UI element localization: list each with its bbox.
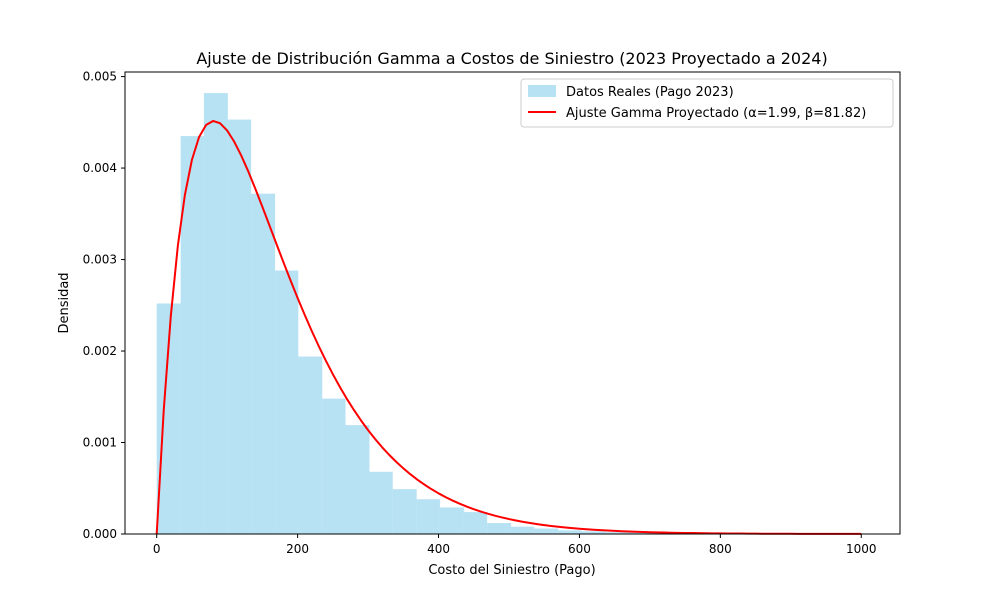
histogram-bar-1 [180, 136, 204, 534]
histogram-bar-20 [628, 532, 653, 534]
y-tick-label-3: 0.003 [83, 253, 117, 267]
x-axis-label: Costo del Siniestro (Pago) [428, 563, 595, 578]
histogram-bar-15 [511, 526, 535, 534]
histogram-bar-4 [251, 193, 276, 535]
x-tick-label-2: 400 [427, 542, 450, 556]
histogram-bar-7 [322, 398, 346, 534]
y-tick-label-0: 0.000 [83, 527, 117, 541]
y-tick-label-1: 0.001 [83, 436, 117, 450]
legend-swatch-histogram [528, 85, 556, 97]
plot-frame [124, 71, 901, 535]
chart-title: Ajuste de Distribución Gamma a Costos de… [196, 49, 827, 68]
x-axis-ticks: 0 200 400 600 800 1000 [153, 534, 877, 556]
histogram-bar-10 [392, 489, 417, 534]
histogram-bar-17 [558, 530, 582, 534]
histogram-bar-13 [463, 512, 488, 534]
histogram-bar-3 [227, 119, 252, 535]
legend-box [520, 78, 894, 128]
x-tick-label-5: 1000 [846, 542, 877, 556]
x-tick-label-4: 800 [709, 542, 732, 556]
histogram-bar-12 [439, 507, 464, 534]
histogram-bar-14 [487, 523, 512, 534]
x-tick-label-0: 0 [153, 542, 161, 556]
histogram-bars [156, 93, 771, 535]
histogram-bar-2 [203, 93, 228, 534]
y-tick-label-5: 0.005 [83, 70, 117, 84]
histogram-bar-8 [345, 425, 370, 534]
y-axis-ticks: 0.000 0.001 0.002 0.003 0.004 0.005 [83, 70, 125, 541]
histogram-bar-9 [369, 471, 393, 534]
legend-label-gamma-line: Ajuste Gamma Proyectado (α=1.99, β=81.82… [566, 106, 866, 121]
y-axis-label: Densidad [57, 272, 72, 333]
legend: Datos Reales (Pago 2023) Ajuste Gamma Pr… [520, 78, 894, 128]
legend-label-histogram: Datos Reales (Pago 2023) [566, 85, 734, 100]
histogram-bar-5 [275, 270, 299, 534]
x-tick-label-1: 200 [286, 542, 309, 556]
histogram-bar-19 [605, 532, 629, 534]
histogram-bar-18 [581, 531, 606, 534]
y-tick-label-2: 0.002 [83, 344, 117, 358]
y-tick-label-4: 0.004 [83, 161, 117, 175]
histogram-bar-11 [416, 499, 440, 534]
x-tick-label-3: 600 [568, 542, 591, 556]
histogram-bar-16 [534, 528, 559, 534]
histogram-bar-6 [298, 356, 323, 534]
histogram-bar-0 [156, 303, 181, 534]
